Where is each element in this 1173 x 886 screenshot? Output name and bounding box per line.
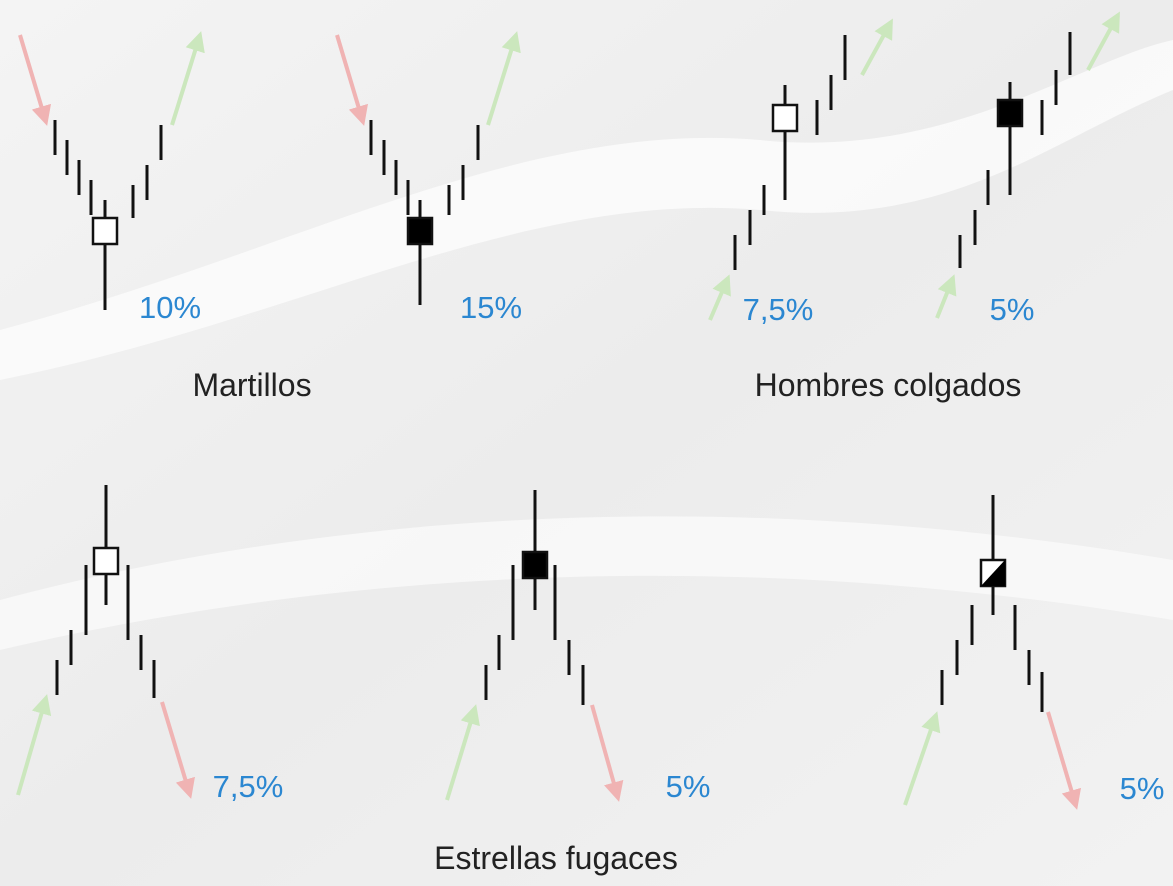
percent: 7,5% [743, 292, 814, 327]
candle-body [996, 98, 1024, 128]
arrow-up [935, 274, 957, 319]
arrow-up [16, 694, 52, 796]
arrow-up [1086, 11, 1120, 71]
arrow-up [445, 704, 480, 801]
arrow-up [486, 31, 521, 126]
arrow-down [335, 34, 368, 126]
arrow-up [708, 274, 731, 321]
arrow-down [590, 704, 624, 802]
arrow-down [160, 701, 195, 799]
candle-body [771, 103, 799, 133]
arrow-up [860, 18, 893, 76]
percent: 5% [990, 292, 1035, 327]
percent: 10% [139, 290, 201, 325]
percent: 7,5% [213, 769, 284, 804]
swoosh [0, 0, 1173, 380]
percent: 15% [460, 290, 522, 325]
percent: 5% [1120, 771, 1165, 806]
arrow-down [1046, 711, 1082, 810]
candle-half [981, 560, 1005, 586]
arrow-down [18, 34, 51, 126]
candle-body [92, 546, 120, 576]
arrow-up [903, 711, 941, 806]
swoosh [0, 516, 1173, 650]
percent: 5% [666, 769, 711, 804]
group-label: Martillos [192, 367, 311, 403]
candle-body [521, 550, 549, 580]
candle-body [406, 216, 434, 246]
group-label: Hombres colgados [755, 367, 1022, 403]
arrow-up [170, 31, 205, 126]
candles [16, 11, 1120, 810]
group-label: Estrellas fugaces [434, 840, 678, 876]
candle-body [91, 216, 119, 246]
